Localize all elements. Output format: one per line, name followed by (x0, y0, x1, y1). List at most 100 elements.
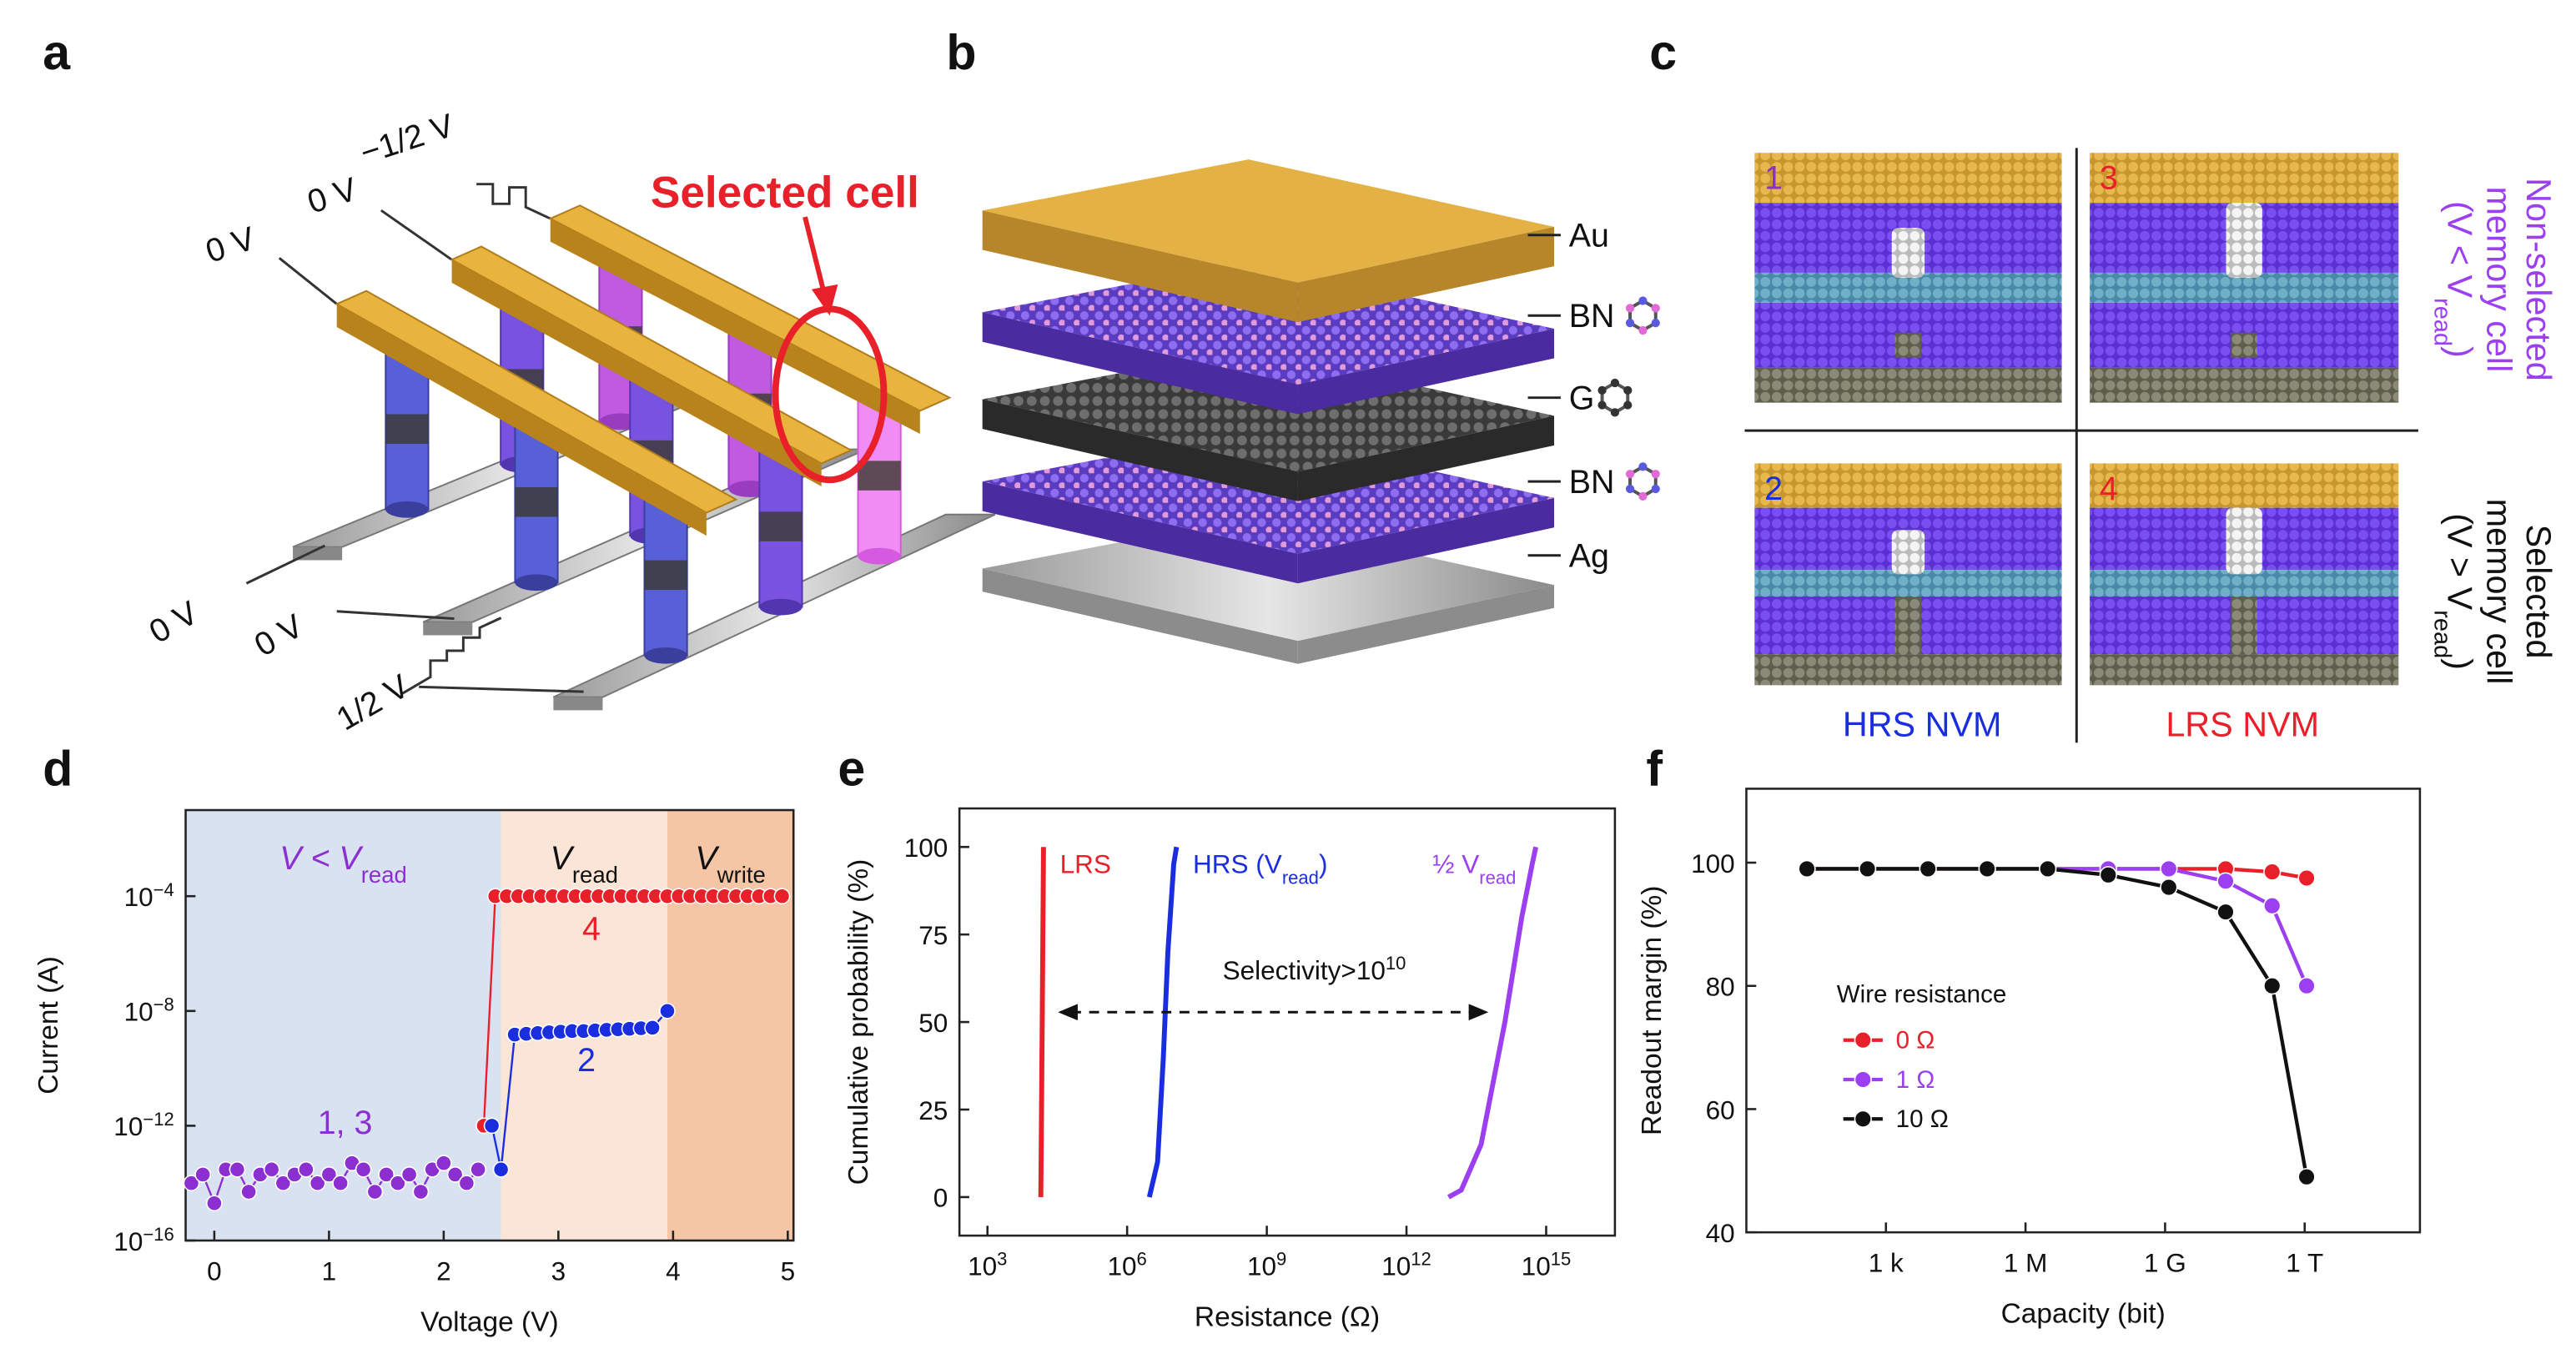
plot-frame (1745, 788, 2422, 1234)
bn-sheet-side (1297, 497, 1555, 584)
y-tick-label: 100 (904, 833, 948, 863)
data-point (355, 1160, 372, 1178)
x-axis-label: Resistance (Ω) (1195, 1301, 1380, 1332)
hexagon-icon (1628, 465, 1658, 499)
callout-arrow (802, 216, 828, 297)
x-tick-label: 1 M (2004, 1247, 2048, 1277)
data-point (2263, 863, 2282, 881)
top-electrode (335, 289, 738, 514)
bn-sheet-side (982, 312, 1298, 415)
y-tick-label-part: 10 (113, 1226, 143, 1256)
data-point (470, 1160, 486, 1178)
data-point (206, 1195, 223, 1212)
voltage-label: 1/2 V (330, 667, 415, 737)
y-tick-label: 10−4 (124, 879, 174, 913)
x-tick-label-part: 4 (666, 1256, 681, 1286)
x-tick-label-part: 12 (1411, 1248, 1431, 1269)
data-point (2297, 977, 2316, 995)
data-point (2099, 866, 2117, 884)
hexagon-icon (1600, 380, 1630, 415)
atom-layer (2090, 367, 2399, 403)
atom-icon (1625, 318, 1635, 328)
y-tick-label-part: 10 (124, 882, 153, 912)
callout: Selected cell (651, 168, 919, 217)
region-label-part: V (695, 840, 720, 877)
wire (419, 685, 584, 693)
region-label: Vwrite (695, 840, 765, 888)
wire (278, 257, 338, 305)
data-point (240, 1183, 258, 1200)
y-tick-label: 10−16 (113, 1223, 174, 1256)
ion-cluster (1891, 228, 1925, 278)
data-point (492, 1160, 510, 1178)
atom-icon (1651, 304, 1660, 313)
atom-icon (1610, 408, 1620, 417)
x-tick-label-part: 6 (1137, 1248, 1147, 1269)
voltage-label: −1/2 V (355, 107, 459, 172)
region-label-part: write (717, 861, 766, 887)
switching-layer (858, 461, 901, 491)
voltage-label: 0 V (143, 594, 205, 651)
data-point (2263, 977, 2282, 995)
y-tick-label: 10−8 (124, 994, 174, 1027)
x-tick-label: 1012 (1381, 1248, 1431, 1281)
bn-sheet-side (1297, 328, 1555, 415)
x-tick-label-part: 9 (1276, 1248, 1286, 1269)
panel-label: c (1649, 25, 1677, 80)
x-tick-label-part: 1 (322, 1256, 337, 1286)
y-tick-label-part: 50 (918, 1008, 948, 1038)
data-point (263, 1160, 280, 1178)
panel-label: d (43, 741, 73, 796)
row-condition-part: ) (2440, 346, 2478, 358)
x-axis-label: Voltage (V) (420, 1306, 559, 1337)
atom-icon (1597, 400, 1607, 410)
x-tick-label-part: 10 (1381, 1251, 1411, 1281)
layer-label: Au (1569, 218, 1609, 254)
data-point (378, 1166, 395, 1183)
x-tick-label-part: 0 (207, 1256, 222, 1286)
x-tick-label: 1 T (2286, 1247, 2323, 1277)
x-tick-label: 1 k (1869, 1247, 1904, 1277)
graphene-sheet-side (982, 399, 1298, 501)
pillar-bottom (858, 547, 901, 565)
data-point (2263, 897, 2282, 915)
filament (2231, 596, 2257, 655)
annotation: 2 (577, 1042, 596, 1079)
legend-marker (1854, 1110, 1872, 1128)
atom-icon (1623, 400, 1633, 410)
legend-label: 10 Ω (1896, 1105, 1949, 1133)
ion-cluster (1891, 530, 1925, 575)
x-tick-label-part: 3 (551, 1256, 566, 1286)
series-label-part: HRS (V (1193, 849, 1282, 879)
atom-icon (1623, 385, 1633, 395)
data-point (366, 1183, 384, 1200)
data-point (1858, 859, 1877, 878)
cell-number: 1 (1764, 160, 1783, 197)
y-tick-label: 25 (918, 1095, 948, 1125)
atom-icon (1638, 296, 1648, 305)
data-point (390, 1175, 406, 1192)
bottom-electrode-side (293, 546, 343, 561)
y-axis-label: Current (A) (33, 956, 64, 1095)
silver-slab-side (982, 568, 1298, 664)
y-tick-label: 40 (1706, 1218, 1735, 1248)
y-tick-label-part: 100 (1691, 848, 1735, 878)
data-point (194, 1166, 212, 1183)
annotation: 1, 3 (318, 1105, 373, 1141)
row-condition-part: read (2428, 298, 2455, 346)
switching-layer (385, 414, 429, 444)
series-label: ½ Vread (1432, 849, 1516, 888)
plot-frame (184, 808, 795, 1242)
atom-icon (1638, 462, 1648, 471)
series-line (1447, 846, 1538, 1200)
x-tick-label-part: 1 G (2144, 1247, 2186, 1277)
annotation-part: Selectivity>10 (1223, 955, 1386, 985)
x-tick-label-part: 5 (781, 1256, 796, 1286)
region-label-part: read (572, 861, 618, 887)
region-label-part: read (361, 861, 407, 887)
series-label: HRS (Vread) (1193, 849, 1327, 888)
cell-number: 2 (1764, 471, 1783, 507)
x-tick-label-part: 10 (968, 1251, 997, 1281)
